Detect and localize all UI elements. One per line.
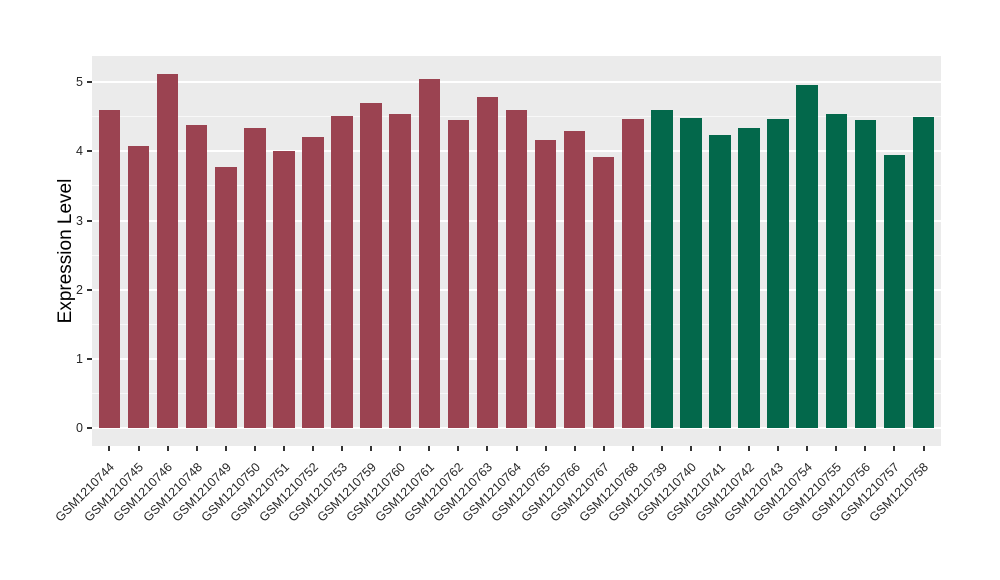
- x-tick-mark: [486, 446, 489, 451]
- x-tick-mark: [108, 446, 111, 451]
- x-tick-mark: [748, 446, 751, 451]
- x-tick-mark: [253, 446, 256, 451]
- x-tick-mark: [457, 446, 460, 451]
- y-tick-mark: [87, 427, 92, 430]
- x-tick-mark: [806, 446, 809, 451]
- bar-GSM1210754: [796, 84, 818, 429]
- bar-GSM1210766: [563, 131, 586, 429]
- x-tick-mark: [864, 446, 867, 451]
- x-tick-mark: [428, 446, 431, 451]
- bar-GSM1210760: [389, 113, 411, 429]
- bar-GSM1210746: [156, 73, 179, 429]
- x-tick-mark: [195, 446, 198, 451]
- bar-GSM1210740: [680, 118, 702, 429]
- x-tick-mark: [166, 446, 169, 451]
- bar-GSM1210763: [476, 97, 499, 429]
- x-tick-mark: [835, 446, 838, 451]
- y-tick-mark: [87, 219, 92, 222]
- x-tick-mark: [370, 446, 373, 451]
- x-tick-mark: [399, 446, 402, 451]
- y-tick-mark: [87, 358, 92, 361]
- bar-GSM1210745: [127, 145, 150, 429]
- bar-GSM1210743: [767, 119, 789, 429]
- bar-GSM1210751: [273, 150, 295, 429]
- bar-GSM1210753: [331, 115, 353, 429]
- x-tick-mark: [573, 446, 576, 451]
- bar-GSM1210749: [214, 166, 237, 429]
- bar-GSM1210762: [447, 120, 470, 429]
- x-tick-mark: [689, 446, 692, 451]
- bar-GSM1210741: [709, 135, 731, 429]
- x-tick-mark: [777, 446, 780, 451]
- x-tick-mark: [341, 446, 344, 451]
- bar-GSM1210750: [244, 128, 266, 429]
- x-tick-mark: [893, 446, 896, 451]
- y-axis-title-text: Expression Level: [55, 178, 76, 324]
- bar-GSM1210739: [651, 109, 673, 429]
- y-tick-label: 0: [76, 421, 83, 436]
- x-tick-mark: [922, 446, 925, 451]
- y-tick-label: 4: [76, 144, 83, 159]
- x-tick-mark: [719, 446, 722, 451]
- bar-GSM1210756: [854, 120, 877, 429]
- bar-GSM1210765: [534, 140, 557, 429]
- x-tick-mark: [631, 446, 634, 451]
- bar-GSM1210755: [825, 113, 848, 429]
- gridline-major: [92, 81, 941, 84]
- bar-GSM1210758: [912, 117, 935, 429]
- x-tick-mark: [602, 446, 605, 451]
- bar-GSM1210744: [98, 109, 121, 429]
- x-tick-mark: [311, 446, 314, 451]
- bar-GSM1210768: [622, 119, 644, 429]
- gridline-major: [92, 427, 941, 430]
- y-tick-label: 2: [76, 282, 83, 297]
- bar-GSM1210752: [302, 137, 324, 429]
- y-tick-label: 5: [76, 75, 83, 90]
- bar-GSM1210759: [360, 102, 382, 429]
- x-tick-mark: [660, 446, 663, 451]
- y-tick-mark: [87, 150, 92, 153]
- bar-GSM1210757: [883, 154, 906, 429]
- y-tick-label: 3: [76, 213, 83, 228]
- x-tick-mark: [282, 446, 285, 451]
- bar-GSM1210742: [738, 128, 760, 429]
- plot-panel: [92, 56, 941, 446]
- x-tick-mark: [544, 446, 547, 451]
- y-tick-mark: [87, 288, 92, 291]
- bar-GSM1210748: [185, 124, 208, 429]
- bar-GSM1210761: [418, 79, 441, 429]
- x-tick-mark: [137, 446, 140, 451]
- x-tick-mark: [515, 446, 518, 451]
- bar-GSM1210767: [592, 156, 615, 429]
- x-tick-mark: [224, 446, 227, 451]
- y-tick-label: 1: [76, 352, 83, 367]
- bar-GSM1210764: [505, 110, 528, 429]
- y-tick-mark: [87, 81, 92, 84]
